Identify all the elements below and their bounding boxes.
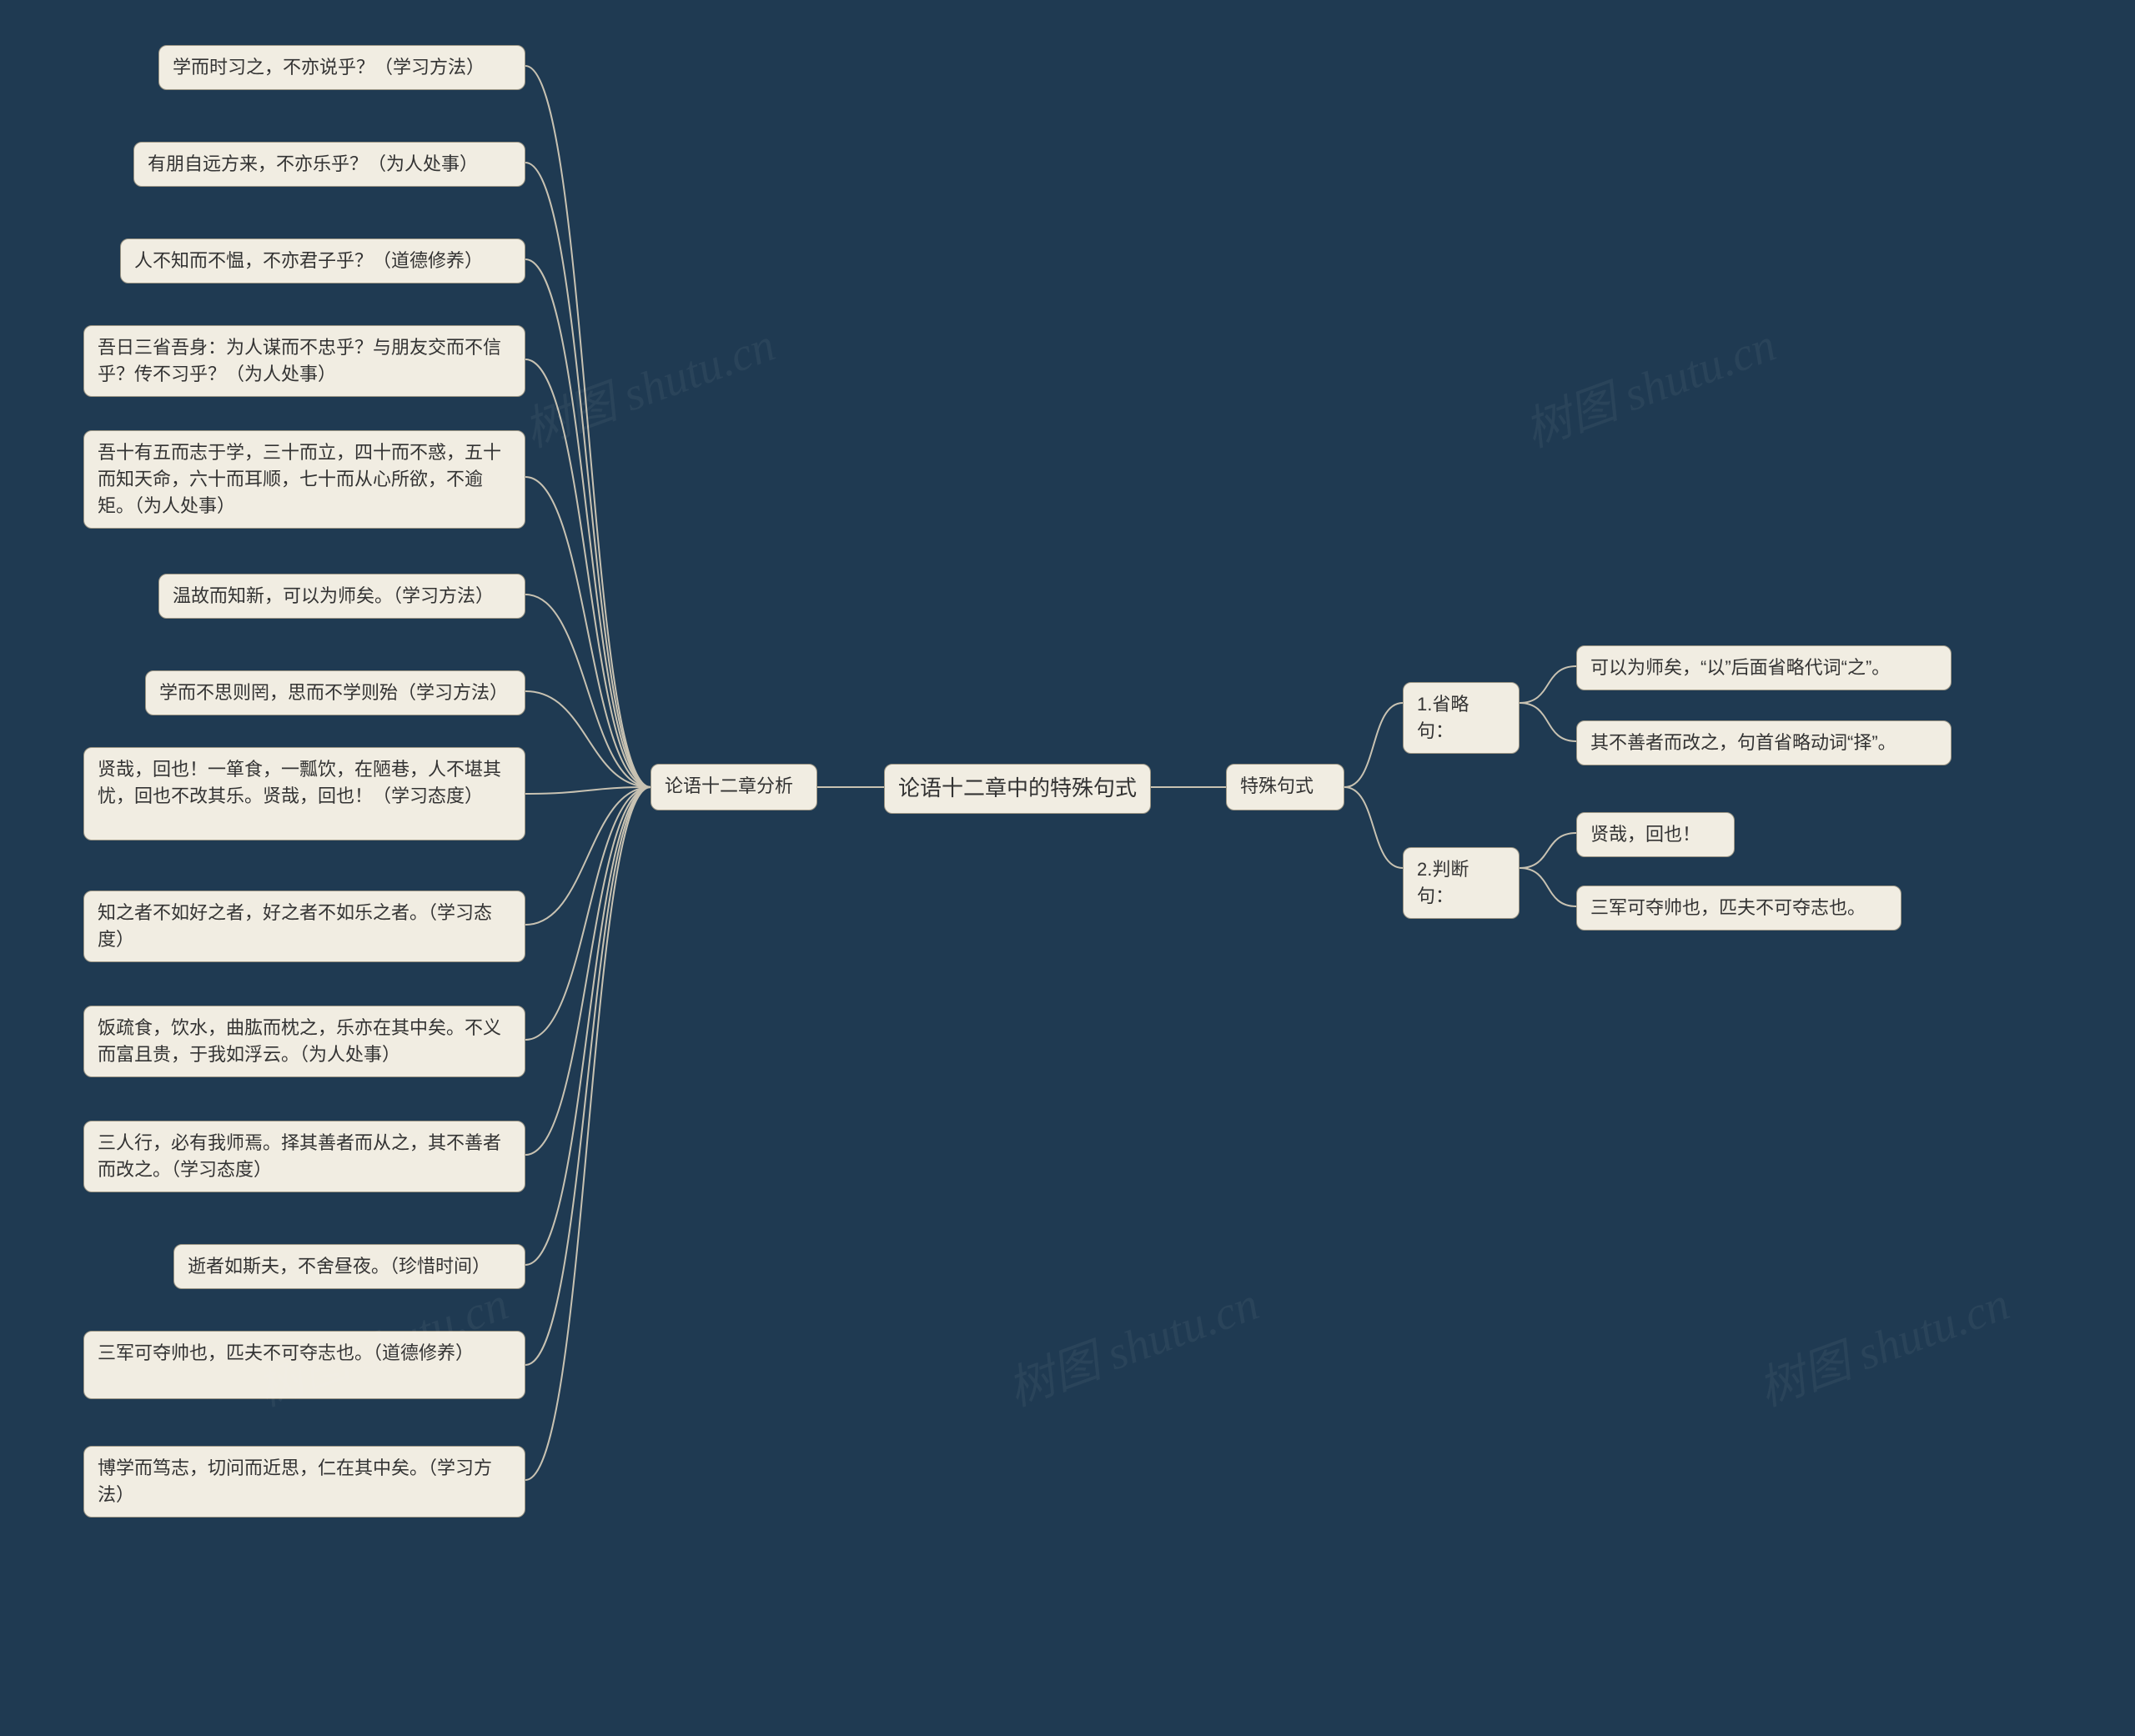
node-label: 人不知而不愠，不亦君子乎？（道德修养） [134,250,483,271]
mindmap-node-right_main[interactable]: 特殊句式 [1226,764,1344,810]
node-label: 博学而笃志，切问而近思，仁在其中矣。（学习方法） [98,1458,492,1505]
node-label: 学而不思则罔，思而不学则殆（学习方法） [159,682,508,703]
edge-R2-R2b [1520,868,1576,906]
edge-left_main-L12 [525,787,651,1265]
node-label: 三军可夺帅也，匹夫不可夺志也。 [1590,897,1866,918]
edge-left_main-L5 [525,477,651,787]
watermark: 树图 shutu.cn [1515,308,1784,461]
mindmap-node-L11[interactable]: 三人行，必有我师焉。择其善者而从之，其不善者而改之。（学习态度） [83,1121,525,1192]
edge-left_main-L13 [525,787,651,1365]
mindmap-node-L6[interactable]: 温故而知新，可以为师矣。（学习方法） [158,574,525,619]
node-label: 1.省略句： [1417,694,1469,741]
node-label: 逝者如斯夫，不舍昼夜。（珍惜时间） [188,1256,490,1277]
node-label: 可以为师矣，“以”后面省略代词“之”。 [1590,657,1890,678]
edge-right_main-R2 [1344,787,1403,868]
mindmap-node-L1[interactable]: 学而时习之，不亦说乎？（学习方法） [158,45,525,90]
mindmap-node-L7[interactable]: 学而不思则罔，思而不学则殆（学习方法） [145,670,525,715]
edge-left_main-L1 [525,66,651,787]
edge-right_main-R1 [1344,703,1403,787]
node-label: 温故而知新，可以为师矣。（学习方法） [173,585,494,606]
mindmap-node-L9[interactable]: 知之者不如好之者，好之者不如乐之者。（学习态度） [83,891,525,962]
edge-left_main-L10 [525,787,651,1040]
mindmap-node-R2a[interactable]: 贤哉，回也！ [1576,812,1735,857]
mindmap-node-L14[interactable]: 博学而笃志，切问而近思，仁在其中矣。（学习方法） [83,1446,525,1518]
node-label: 论语十二章中的特殊句式 [898,775,1137,800]
watermark: 树图 shutu.cn [997,1267,1267,1420]
node-label: 有朋自远方来，不亦乐乎？（为人处事） [148,153,478,174]
node-label: 吾十有五而志于学，三十而立，四十而不惑，五十而知天命，六十而耳顺，七十而从心所欲… [98,442,501,516]
mindmap-node-R2[interactable]: 2.判断句： [1403,847,1520,919]
edge-left_main-L8 [525,787,651,794]
mindmap-node-R1[interactable]: 1.省略句： [1403,682,1520,754]
edge-R1-R1a [1520,666,1576,703]
edge-left_main-L2 [525,163,651,787]
node-label: 三人行，必有我师焉。择其善者而从之，其不善者而改之。（学习态度） [98,1132,501,1180]
node-label: 特殊句式 [1240,775,1314,796]
node-label: 学而时习之，不亦说乎？（学习方法） [173,57,485,78]
node-label: 论语十二章分析 [665,775,793,796]
mindmap-node-R2b[interactable]: 三军可夺帅也，匹夫不可夺志也。 [1576,886,1901,931]
watermark: 树图 shutu.cn [1748,1267,2017,1420]
node-label: 知之者不如好之者，好之者不如乐之者。（学习态度） [98,902,492,950]
node-label: 2.判断句： [1417,859,1469,906]
edge-left_main-L9 [525,787,651,925]
edge-left_main-L14 [525,787,651,1480]
node-label: 吾日三省吾身：为人谋而不忠乎？与朋友交而不信乎？传不习乎？（为人处事） [98,337,501,384]
node-label: 贤哉，回也！ [1590,824,1700,845]
node-label: 其不善者而改之，句首省略动词“择”。 [1590,732,1896,753]
edge-R2-R2a [1520,833,1576,868]
mindmap-node-L13[interactable]: 三军可夺帅也，匹夫不可夺志也。（道德修养） [83,1331,525,1399]
edge-left_main-L7 [525,691,651,787]
edge-left_main-L6 [525,595,651,787]
mindmap-node-L5[interactable]: 吾十有五而志于学，三十而立，四十而不惑，五十而知天命，六十而耳顺，七十而从心所欲… [83,430,525,529]
edge-R1-R1b [1520,703,1576,741]
mindmap-node-L8[interactable]: 贤哉，回也！一箪食，一瓢饮，在陋巷，人不堪其忧，回也不改其乐。贤哉，回也！（学习… [83,747,525,840]
mindmap-node-left_main[interactable]: 论语十二章分析 [651,764,817,810]
watermark: 树图 shutu.cn [514,308,783,461]
mindmap-node-L12[interactable]: 逝者如斯夫，不舍昼夜。（珍惜时间） [173,1244,525,1289]
mindmap-node-L2[interactable]: 有朋自远方来，不亦乐乎？（为人处事） [133,142,525,187]
mindmap-node-R1b[interactable]: 其不善者而改之，句首省略动词“择”。 [1576,720,1952,765]
mindmap-node-L3[interactable]: 人不知而不愠，不亦君子乎？（道德修养） [120,238,525,283]
mindmap-node-L10[interactable]: 饭疏食，饮水，曲肱而枕之，乐亦在其中矣。不义而富且贵，于我如浮云。（为人处事） [83,1006,525,1077]
edge-left_main-L11 [525,787,651,1155]
node-label: 贤哉，回也！一箪食，一瓢饮，在陋巷，人不堪其忧，回也不改其乐。贤哉，回也！（学习… [98,759,501,806]
node-label: 三军可夺帅也，匹夫不可夺志也。（道德修养） [98,1342,474,1363]
mindmap-node-R1a[interactable]: 可以为师矣，“以”后面省略代词“之”。 [1576,645,1952,690]
mindmap-node-center[interactable]: 论语十二章中的特殊句式 [884,764,1151,814]
edge-left_main-L3 [525,259,651,787]
mindmap-node-L4[interactable]: 吾日三省吾身：为人谋而不忠乎？与朋友交而不信乎？传不习乎？（为人处事） [83,325,525,397]
node-label: 饭疏食，饮水，曲肱而枕之，乐亦在其中矣。不义而富且贵，于我如浮云。（为人处事） [98,1017,501,1065]
edge-left_main-L4 [525,359,651,787]
